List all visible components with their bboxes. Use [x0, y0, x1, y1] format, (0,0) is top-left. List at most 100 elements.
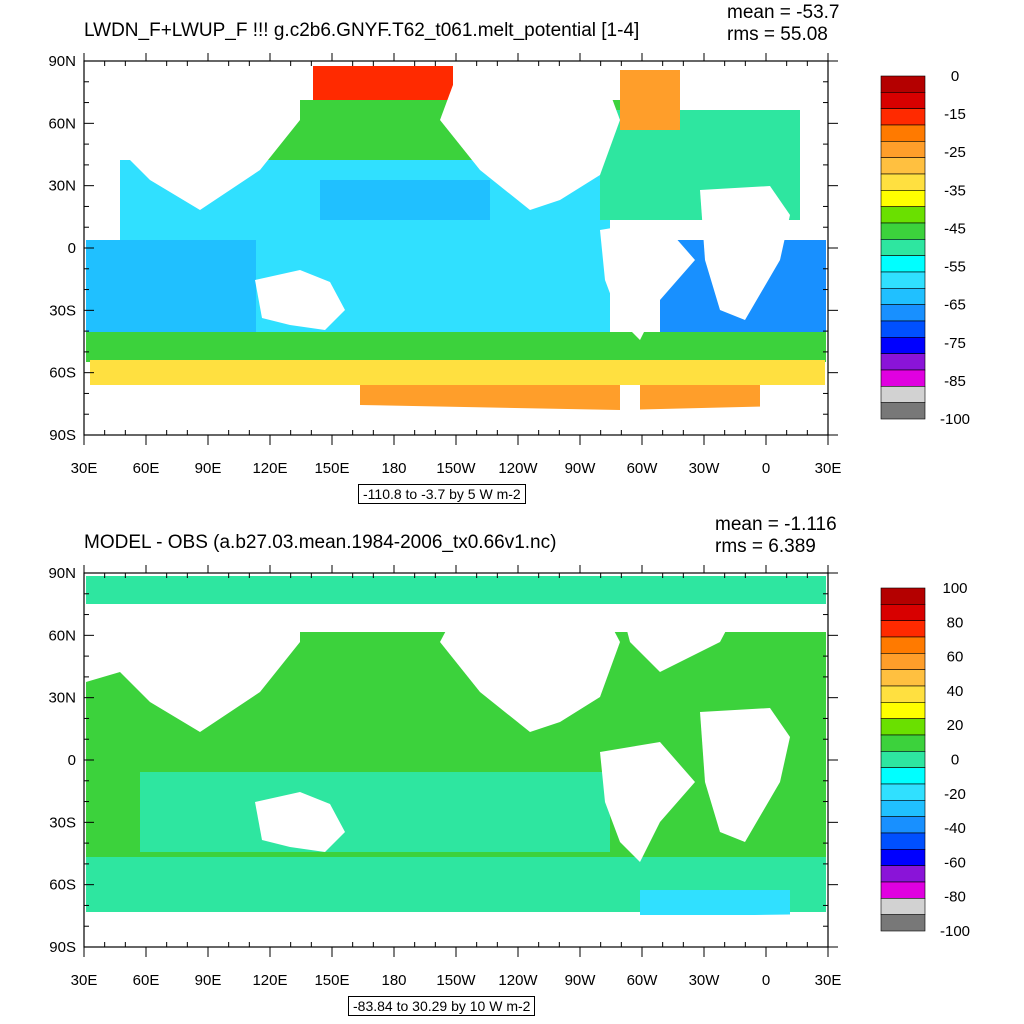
land-masks: [86, 604, 826, 946]
land-masks: [86, 66, 826, 434]
lat-label: 90S: [49, 939, 76, 956]
lon-label: 120W: [498, 460, 538, 477]
lon-label: 150W: [436, 972, 476, 989]
land-eurasia: [86, 66, 300, 210]
lat-label: 60N: [48, 115, 76, 132]
colorbar-swatch: [880, 620, 926, 638]
lon-labels: 30E 60E 90E 120E 150E 180 150W 120W 90W 60W 30W 0 30…: [71, 460, 842, 477]
colorbar-label: -55: [944, 259, 966, 276]
lon-label: 30W: [689, 460, 721, 477]
colorbar-label: -20: [944, 786, 966, 803]
colorbar-swatch: [880, 669, 926, 687]
colorbar-swatch: [880, 702, 926, 719]
land-south-america: [600, 742, 695, 862]
colorbar-swatch: [880, 636, 926, 654]
colorbar-swatch: [880, 173, 926, 191]
colorbar-swatch: [880, 320, 926, 338]
land-south-america: [600, 220, 695, 340]
lon-label: 120E: [252, 972, 287, 989]
lat-label: 30N: [48, 690, 76, 707]
colorbar-swatch: [880, 767, 926, 785]
rms-value: rms = 55.08: [727, 24, 828, 45]
axis-ticks: [83, 565, 838, 957]
panel-title: LWDN_F+LWUP_F !!! g.c2b6.GNYF.T62_t061.m…: [84, 20, 640, 41]
colorbar-label: 20: [947, 717, 964, 734]
colorbar-swatch: [880, 124, 926, 142]
colorbar-swatch: [880, 914, 926, 932]
field-indian: [86, 240, 256, 340]
lat-label: 90N: [48, 565, 76, 582]
lat-label: 30S: [49, 302, 76, 319]
lat-labels: 90N 60N 30N 0 30S 60S 90S: [48, 53, 76, 444]
field-subtropic-pac: [320, 180, 490, 220]
axis-ticks: [83, 53, 838, 445]
lon-label: 60W: [627, 460, 659, 477]
colorbar: 100 80 60 40 20 0 -20 -40 -60 -80 -100: [880, 580, 970, 940]
colorbar-label: -75: [944, 335, 966, 352]
lon-label: 30W: [689, 972, 721, 989]
field-greenland-coast: [620, 70, 680, 130]
colorbar-label: -60: [944, 854, 966, 871]
rms-value: rms = 6.389: [715, 536, 816, 557]
colorbar-label: 0: [951, 752, 959, 769]
lat-label: 0: [68, 752, 76, 769]
land-africa: [700, 186, 790, 320]
colorbar-label: 0: [951, 68, 959, 85]
colorbar-label: -100: [940, 923, 970, 940]
colorbar-label: 60: [947, 649, 964, 666]
lon-label: 180: [381, 972, 406, 989]
lon-label: 60W: [627, 972, 659, 989]
lat-label: 30N: [48, 178, 76, 195]
colorbar-swatch: [880, 239, 926, 256]
colorbar-swatch: [880, 75, 926, 93]
field-southern-ocean: [86, 332, 826, 362]
colorbar-swatch: [880, 865, 926, 883]
lat-label: 90S: [49, 427, 76, 444]
lon-label: 30E: [71, 972, 98, 989]
colorbar-swatch: [880, 718, 926, 736]
lon-label: 150E: [314, 972, 349, 989]
colorbar-label: -65: [944, 297, 966, 314]
colorbar-swatch: [880, 157, 926, 175]
lon-label: 60E: [133, 460, 160, 477]
lon-label: 120E: [252, 460, 287, 477]
colorbar-swatch: [880, 849, 926, 866]
colorbar-label: -40: [944, 820, 966, 837]
colorbar-label: -80: [944, 889, 966, 906]
colorbar-swatch: [880, 271, 926, 289]
colorbar: 0 -15 -25 -35 -45 -55 -65 -75 -85 -100: [880, 68, 970, 428]
contour-range-note: -110.8 to -3.7 by 5 W m-2: [358, 484, 526, 504]
colorbar-swatch: [880, 587, 926, 605]
lon-label: 0: [762, 972, 770, 989]
field-arctic: [86, 576, 826, 604]
land-antarctica: [86, 395, 826, 434]
colorbar-swatch: [880, 386, 926, 403]
field-southern-ice: [90, 360, 825, 385]
colorbar-swatch: [880, 222, 926, 240]
field-antarctic-edge-2: [640, 385, 760, 410]
colorbar-swatch: [880, 881, 926, 899]
lon-label: 90E: [195, 972, 222, 989]
lon-label: 90E: [195, 460, 222, 477]
colorbar-swatch: [880, 353, 926, 371]
land-greenland: [620, 604, 740, 672]
colorbar-swatch: [880, 653, 926, 670]
colorbar-swatch: [880, 337, 926, 354]
lon-label: 60E: [133, 972, 160, 989]
lon-label: 30E: [815, 972, 842, 989]
panel-top: 90N 60N 30N 0 30S 60S 90S 30E 60E 90E 120E 150E 180…: [48, 2, 970, 504]
lon-label: 150W: [436, 460, 476, 477]
land-africa: [700, 708, 790, 842]
colorbar-swatch: [880, 190, 926, 207]
colorbar-swatch: [880, 288, 926, 305]
colorbar-swatch: [880, 604, 926, 621]
lat-label: 60S: [49, 877, 76, 894]
map-bottom-svg: 90N 60N 30N 0 30S 60S 90S 30E 60E 90E 120E 150E 180…: [48, 565, 970, 989]
colorbar-label: -15: [944, 106, 966, 123]
colorbar-swatch: [880, 402, 926, 420]
colorbar-label: 80: [947, 614, 964, 631]
lon-label: 30E: [815, 460, 842, 477]
lon-label: 90W: [565, 972, 597, 989]
colorbar-swatch: [880, 206, 926, 224]
colorbar-label: -35: [944, 182, 966, 199]
